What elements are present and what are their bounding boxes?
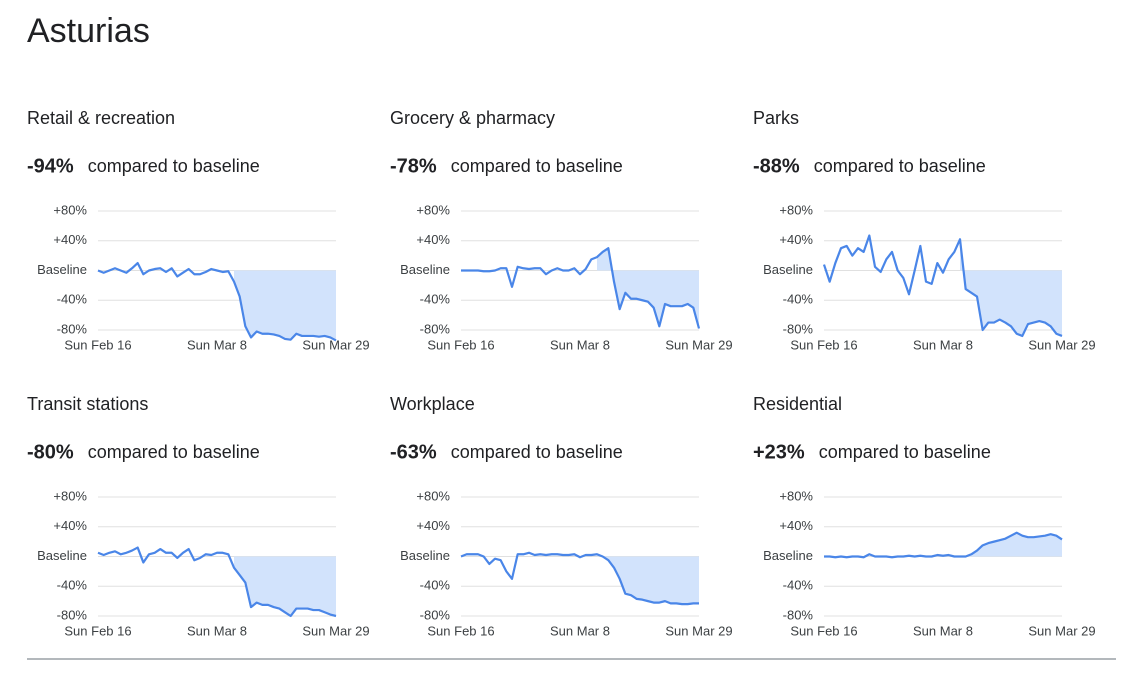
x-tick-label: Sun Mar 29: [1028, 623, 1095, 638]
y-tick-label: Baseline: [37, 262, 87, 277]
highlight-area: [960, 532, 1062, 557]
y-tick-label: +80%: [779, 202, 813, 217]
data-line: [824, 531, 1063, 559]
y-tick-label: -40%: [783, 578, 814, 593]
x-tick-label: Sun Mar 8: [913, 337, 973, 352]
y-tick-label: -80%: [783, 321, 814, 336]
y-tick-label: -80%: [420, 321, 451, 336]
headline: -94%: [27, 155, 74, 177]
headline: -88%: [753, 155, 800, 177]
x-tick-label: Sun Mar 29: [302, 623, 369, 638]
x-tick-label: Sun Feb 16: [427, 337, 494, 352]
chart-panel: Retail & recreation -94% compared to basel…: [27, 108, 370, 353]
x-tick-label: Sun Mar 29: [1028, 337, 1095, 352]
y-tick-label: +40%: [53, 518, 87, 533]
data-line: [822, 234, 1063, 338]
chart-panel: Grocery & pharmacy -78% compared to baseli…: [390, 108, 733, 353]
y-tick-label: +40%: [779, 518, 813, 533]
x-tick-label: Sun Feb 16: [64, 623, 131, 638]
x-tick-label: Sun Feb 16: [427, 623, 494, 638]
headline: -63%: [390, 441, 437, 463]
y-tick-label: -40%: [420, 292, 451, 307]
chart-title: Retail & recreation: [27, 108, 175, 128]
chart-title: Residential: [753, 394, 842, 414]
x-tick-label: Sun Feb 16: [64, 337, 131, 352]
y-tick-label: -80%: [783, 607, 814, 622]
highlight-area: [960, 239, 1062, 336]
y-tick-label: Baseline: [400, 262, 450, 277]
chart-panel: Residential +23% compared to baseline +80% +…: [753, 394, 1096, 639]
headline-subtitle: compared to baseline: [88, 156, 260, 176]
chart-panel: Parks -88% compared to baseline +80% +40% Bas…: [753, 108, 1096, 353]
y-tick-label: -40%: [57, 292, 88, 307]
y-tick-label: +80%: [53, 202, 87, 217]
headline: -78%: [390, 155, 437, 177]
headline-subtitle: compared to baseline: [88, 442, 260, 462]
y-tick-label: +40%: [779, 232, 813, 247]
x-tick-label: Sun Mar 8: [187, 337, 247, 352]
x-tick-label: Sun Feb 16: [790, 623, 857, 638]
headline-subtitle: compared to baseline: [814, 156, 986, 176]
x-tick-label: Sun Mar 29: [665, 623, 732, 638]
headline-subtitle: compared to baseline: [819, 442, 991, 462]
chart-panel: Workplace -63% compared to baseline +80% +40…: [390, 394, 733, 639]
x-tick-label: Sun Mar 8: [913, 623, 973, 638]
x-tick-label: Sun Mar 8: [550, 337, 610, 352]
chart-panel: Transit stations -80% compared to baseline…: [27, 394, 370, 639]
chart-title: Workplace: [390, 394, 475, 414]
y-tick-label: +40%: [416, 232, 450, 247]
y-tick-label: +80%: [416, 488, 450, 503]
y-tick-label: Baseline: [37, 548, 87, 563]
y-tick-label: Baseline: [763, 548, 813, 563]
chart-title: Parks: [753, 108, 799, 128]
headline: +23%: [753, 441, 805, 463]
y-tick-label: -40%: [57, 578, 88, 593]
headline-subtitle: compared to baseline: [451, 156, 623, 176]
data-line: [97, 261, 337, 342]
highlight-area: [234, 270, 336, 341]
y-tick-label: -80%: [420, 607, 451, 622]
page-title: Asturias: [27, 12, 150, 50]
y-tick-label: -40%: [420, 578, 451, 593]
y-tick-label: -80%: [57, 321, 88, 336]
y-tick-label: -40%: [783, 292, 814, 307]
data-line: [461, 247, 701, 329]
x-tick-label: Sun Mar 8: [550, 623, 610, 638]
x-tick-label: Sun Mar 8: [187, 623, 247, 638]
highlight-area: [597, 248, 699, 329]
y-tick-label: +40%: [53, 232, 87, 247]
y-tick-label: Baseline: [763, 262, 813, 277]
chart-title: Transit stations: [27, 394, 148, 414]
y-tick-label: +80%: [416, 202, 450, 217]
y-tick-label: Baseline: [400, 548, 450, 563]
y-tick-label: -80%: [57, 607, 88, 622]
y-tick-label: +40%: [416, 518, 450, 533]
y-tick-label: +80%: [779, 488, 813, 503]
x-tick-label: Sun Mar 29: [302, 337, 369, 352]
headline-subtitle: compared to baseline: [451, 442, 623, 462]
highlight-area: [597, 554, 699, 605]
y-tick-label: +80%: [53, 488, 87, 503]
data-line: [460, 551, 699, 606]
x-tick-label: Sun Mar 29: [665, 337, 732, 352]
x-tick-label: Sun Feb 16: [790, 337, 857, 352]
highlight-area: [234, 556, 336, 616]
data-line: [97, 546, 337, 618]
chart-title: Grocery & pharmacy: [390, 108, 555, 128]
headline: -80%: [27, 441, 74, 463]
